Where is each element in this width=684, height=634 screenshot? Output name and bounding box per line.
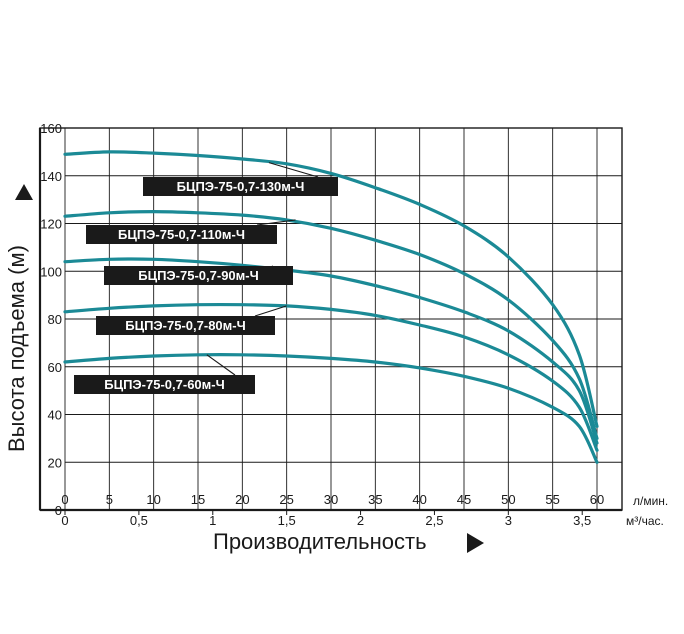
series-label-text: БЦПЭ-75-0,7-80м-Ч	[125, 318, 246, 333]
series-label-box	[86, 225, 277, 244]
y-tick-label: 20	[48, 455, 62, 470]
leader-line	[206, 354, 236, 376]
series-label-box	[74, 375, 255, 394]
x-tick-label: 50	[501, 492, 515, 507]
x-tick-label: 25	[279, 492, 293, 507]
x-tick-label: 30	[324, 492, 338, 507]
x-tick-label: 20	[235, 492, 249, 507]
x2-tick-label: 2	[357, 513, 364, 528]
y-axis-title: Высота подъема (м)	[4, 245, 29, 452]
series-label-text: БЦПЭ-75-0,7-130м-Ч	[177, 179, 305, 194]
x-tick-label: 0	[61, 492, 68, 507]
series-label-box	[104, 266, 293, 285]
x-tick-label: 5	[106, 492, 113, 507]
series-label-box	[96, 316, 275, 335]
y-tick-label: 120	[40, 217, 62, 232]
y-tick-label: 140	[40, 169, 62, 184]
x-tick-label: 15	[191, 492, 205, 507]
x2-tick-label: 3	[505, 513, 512, 528]
x2-tick-label: 0,5	[130, 513, 148, 528]
x2-tick-label: 2,5	[425, 513, 443, 528]
performance-curve	[63, 209, 599, 440]
y-tick-label: 100	[40, 264, 62, 279]
x-axis-title: Производительность	[213, 529, 427, 554]
y-tick-label: 80	[48, 312, 62, 327]
leader-line	[256, 219, 296, 226]
x2-tick-label: 3,5	[573, 513, 591, 528]
performance-curve	[63, 150, 599, 428]
leader-line	[254, 305, 287, 317]
series-label-text: БЦПЭ-75-0,7-110м-Ч	[118, 227, 245, 242]
y-axis-arrow-icon	[15, 184, 33, 200]
series-label-text: БЦПЭ-75-0,7-60м-Ч	[104, 377, 225, 392]
x2-unit-m3h: м³/час.	[626, 514, 664, 528]
performance-curve	[63, 302, 599, 452]
x-unit-lpm: л/мин.	[633, 494, 668, 508]
y-tick-label: 0	[55, 503, 62, 518]
x2-tick-label: 0	[61, 513, 68, 528]
x-tick-label: 55	[545, 492, 559, 507]
series-label-box	[143, 177, 338, 196]
performance-curve	[63, 353, 599, 464]
x-tick-label: 60	[590, 492, 604, 507]
x-tick-label: 10	[146, 492, 160, 507]
x2-tick-label: 1	[209, 513, 216, 528]
series-label-text: БЦПЭ-75-0,7-90м-Ч	[138, 268, 259, 283]
y-tick-label: 40	[48, 408, 62, 423]
performance-curves	[63, 150, 599, 464]
series-labels: БЦПЭ-75-0,7-130м-Ч БЦПЭ-75-0,7-110м-Ч БЦПЭ…	[74, 177, 338, 394]
performance-curve	[63, 257, 599, 445]
x-tick-label: 40	[412, 492, 426, 507]
x-axis-arrow-icon	[467, 533, 484, 553]
x2-tick-label: 1,5	[278, 513, 296, 528]
y-tick-label: 160	[40, 121, 62, 136]
x-tick-label: 45	[457, 492, 471, 507]
x-tick-label: 35	[368, 492, 382, 507]
leader-line	[268, 162, 319, 178]
y-tick-label: 60	[48, 360, 62, 375]
